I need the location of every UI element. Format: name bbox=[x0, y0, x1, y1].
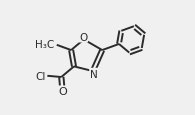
Text: H₃C: H₃C bbox=[35, 39, 55, 49]
Text: N: N bbox=[90, 69, 98, 79]
Text: Cl: Cl bbox=[35, 71, 46, 81]
Text: O: O bbox=[79, 32, 87, 42]
Text: O: O bbox=[58, 87, 67, 96]
